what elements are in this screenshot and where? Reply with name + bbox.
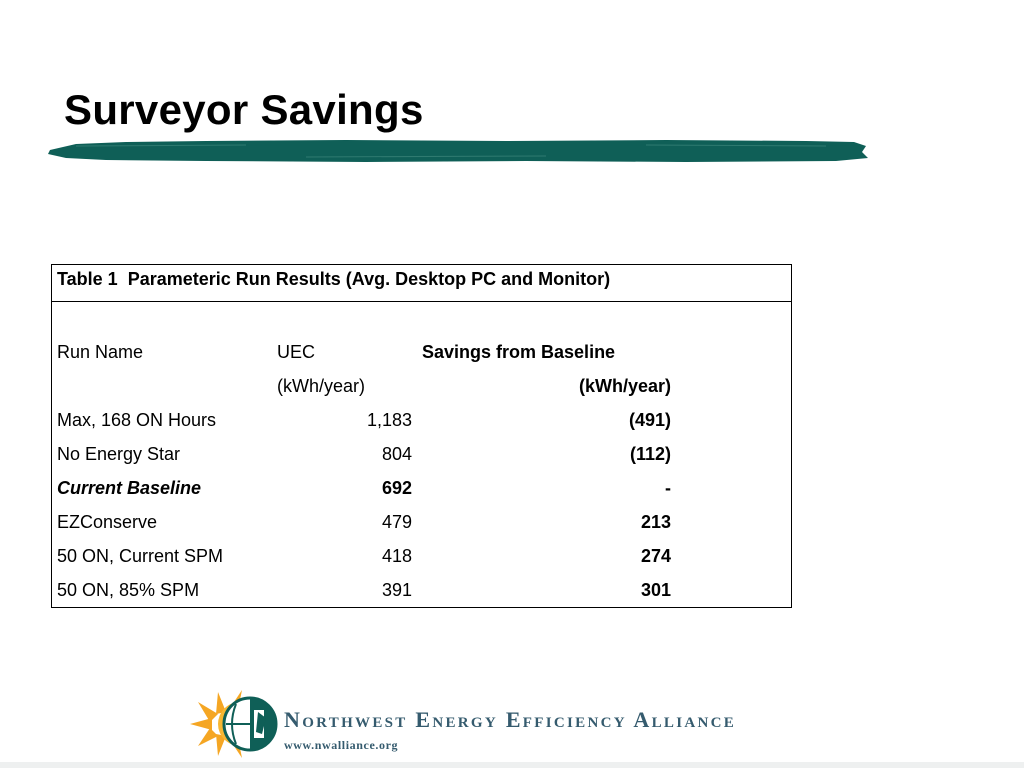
title-underline-brush: [48, 140, 868, 162]
row-savings: 213: [640, 512, 671, 532]
table-caption: Table 1 Parameteric Run Results (Avg. De…: [57, 269, 611, 289]
slide-title: Surveyor Savings: [64, 86, 424, 133]
row-name: Max, 168 ON Hours: [57, 410, 217, 430]
row-name: No Energy Star: [57, 444, 181, 464]
row-savings: 274: [640, 546, 671, 566]
results-table: Table 1 Parameteric Run Results (Avg. De…: [51, 264, 792, 608]
row-uec: 804: [381, 444, 412, 464]
table-row: No Energy Star 804 (112): [52, 438, 791, 472]
table-row-baseline: Current Baseline 692 -: [52, 472, 791, 506]
header-uec: UEC: [277, 342, 316, 362]
row-uec: 1,183: [366, 410, 412, 430]
header-savings-unit: (kWh/year): [578, 376, 671, 396]
table-row: Max, 168 ON Hours 1,183 (491): [52, 404, 791, 438]
table-row: 50 ON, 85% SPM 391 301: [52, 574, 791, 608]
table-header-row: Run Name UEC Savings from Baseline: [52, 336, 791, 370]
bottom-strip: [0, 762, 1024, 768]
header-savings: Savings from Baseline: [422, 342, 616, 362]
org-url: www.nwalliance.org: [284, 738, 399, 752]
table-caption-row: Table 1 Parameteric Run Results (Avg. De…: [52, 265, 791, 302]
row-name: EZConserve: [57, 512, 158, 532]
header-run-name: Run Name: [57, 342, 144, 362]
header-uec-unit: (kWh/year): [277, 376, 366, 396]
row-savings: -: [665, 478, 671, 498]
row-name: 50 ON, 85% SPM: [57, 580, 200, 600]
row-uec: 479: [381, 512, 412, 532]
row-name: 50 ON, Current SPM: [57, 546, 224, 566]
row-name: Current Baseline: [57, 478, 202, 498]
row-uec: 391: [381, 580, 412, 600]
row-uec: 692: [381, 478, 412, 498]
table-row: EZConserve 479 213: [52, 506, 791, 540]
row-savings: (491): [628, 410, 671, 430]
org-name: Northwest Energy Efficiency Alliance: [284, 707, 737, 732]
sun-globe-logo-icon: [190, 690, 278, 758]
row-savings: 301: [640, 580, 671, 600]
table-row: 50 ON, Current SPM 418 274: [52, 540, 791, 574]
row-savings: (112): [629, 444, 671, 464]
row-uec: 418: [381, 546, 412, 566]
table-units-row: (kWh/year) (kWh/year): [52, 370, 791, 404]
